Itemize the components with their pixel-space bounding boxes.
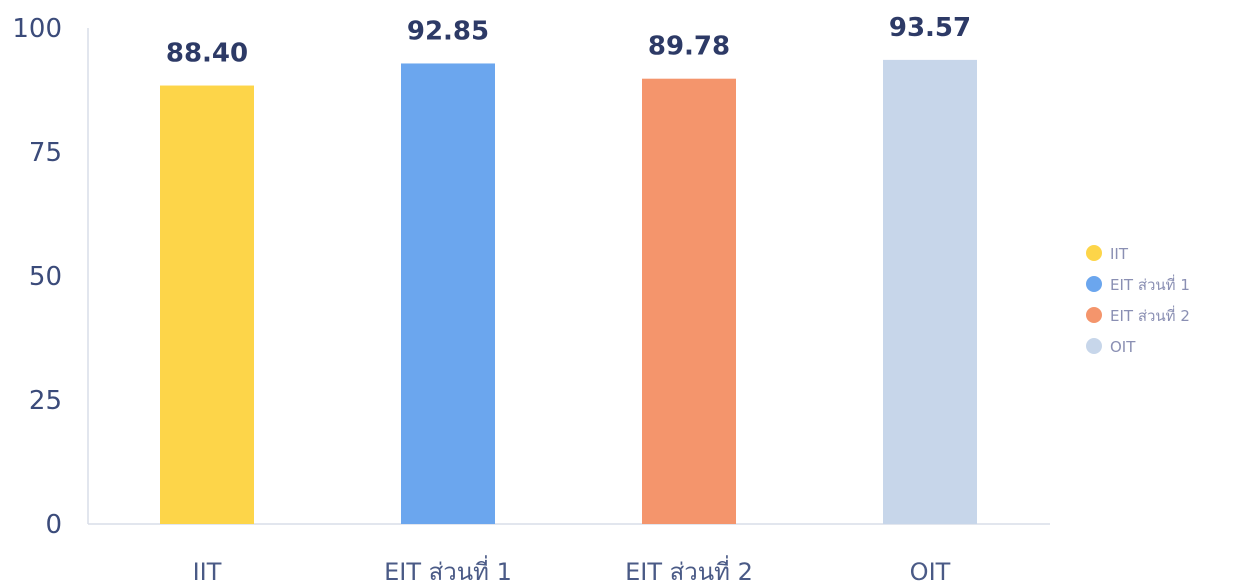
bar[interactable] — [642, 78, 736, 525]
y-tick-label: 25 — [29, 386, 62, 416]
legend-item[interactable]: EIT ส่วนที่ 1 — [1086, 274, 1190, 294]
bar[interactable] — [401, 63, 495, 525]
y-tick-label: 100 — [12, 14, 62, 44]
y-axis-ticks: 0 25 50 75 100 — [12, 14, 62, 540]
bar[interactable] — [883, 59, 977, 525]
legend-item[interactable]: OIT — [1086, 338, 1136, 356]
data-label: 92.85 — [407, 16, 489, 46]
y-tick-label: 0 — [45, 510, 62, 540]
legend-marker — [1086, 245, 1102, 261]
x-tick-label: OIT — [910, 558, 951, 586]
x-tick-label: EIT ส่วนที่ 1 — [384, 555, 512, 586]
legend-marker — [1086, 338, 1102, 354]
bars — [160, 59, 977, 525]
y-tick-label: 50 — [29, 262, 62, 292]
legend-label: IIT — [1110, 245, 1129, 263]
legend-marker — [1086, 307, 1102, 323]
data-label: 88.40 — [166, 39, 248, 69]
x-tick-label: IIT — [193, 558, 222, 586]
x-axis-ticks: IIT EIT ส่วนที่ 1 EIT ส่วนที่ 2 OIT — [193, 555, 951, 586]
legend-marker — [1086, 276, 1102, 292]
legend[interactable]: IIT EIT ส่วนที่ 1 EIT ส่วนที่ 2 OIT — [1086, 245, 1190, 356]
legend-label: OIT — [1110, 338, 1136, 356]
legend-item[interactable]: EIT ส่วนที่ 2 — [1086, 305, 1190, 325]
data-label: 93.57 — [889, 13, 971, 43]
data-labels: 88.40 92.85 89.78 93.57 — [166, 13, 971, 69]
bar[interactable] — [160, 85, 254, 524]
legend-label: EIT ส่วนที่ 1 — [1110, 274, 1190, 294]
y-tick-label: 75 — [29, 138, 62, 168]
x-tick-label: EIT ส่วนที่ 2 — [625, 555, 753, 586]
data-label: 89.78 — [648, 32, 730, 62]
legend-label: EIT ส่วนที่ 2 — [1110, 305, 1190, 325]
legend-item[interactable]: IIT — [1086, 245, 1129, 263]
